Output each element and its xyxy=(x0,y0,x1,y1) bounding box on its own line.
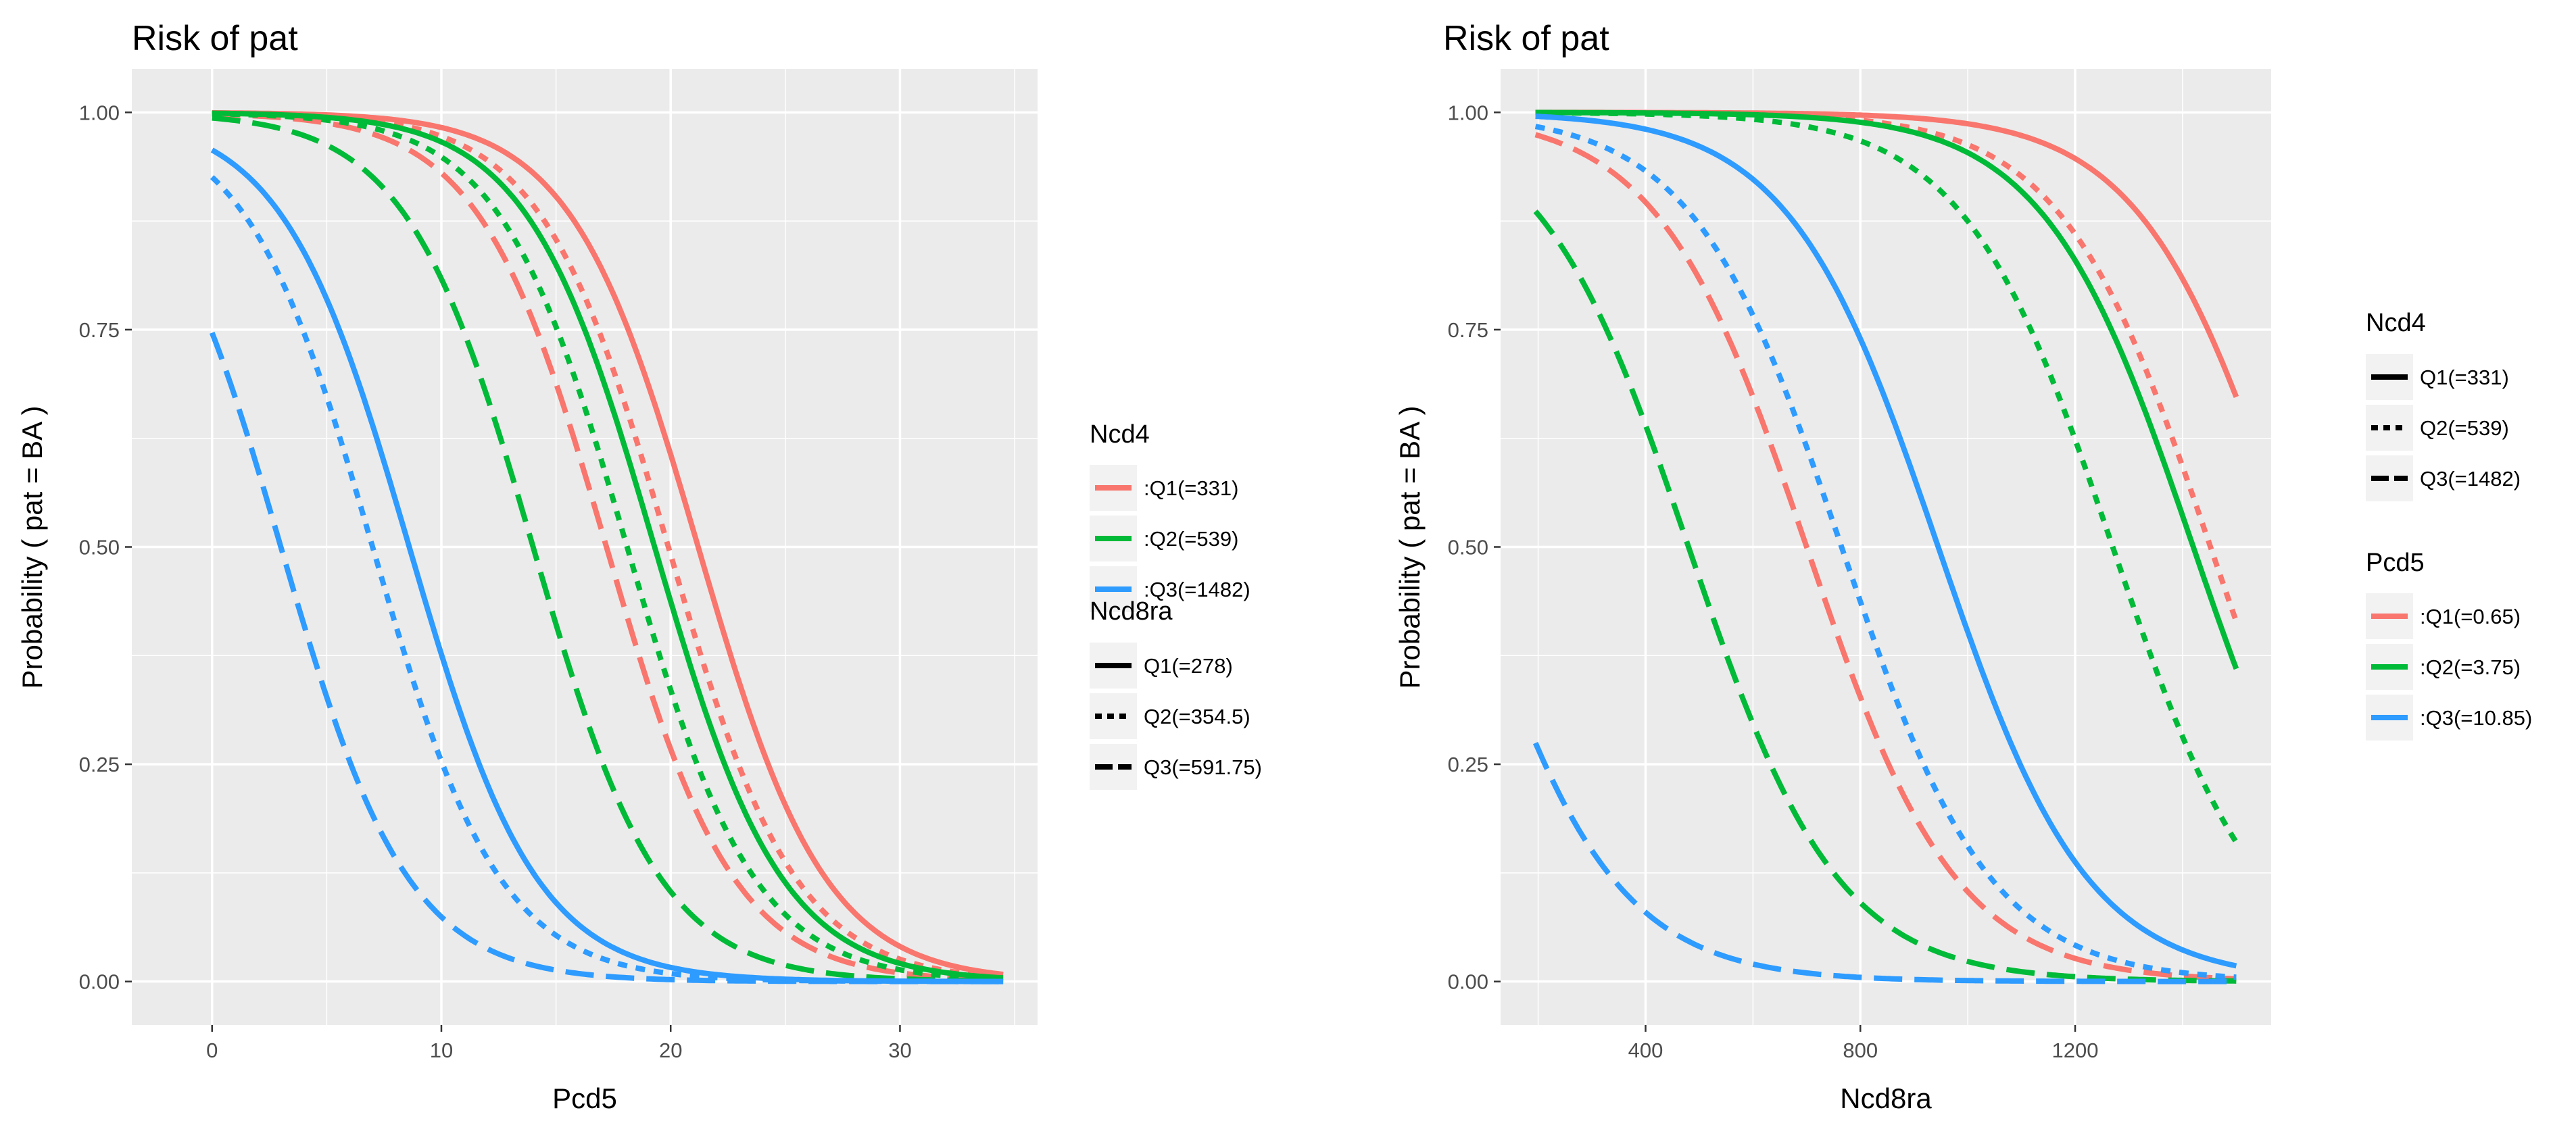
legend-entry-label: Q3(=1482) xyxy=(2420,467,2521,491)
series-line xyxy=(210,175,1004,984)
series-line xyxy=(1535,109,2239,844)
left-x-axis-title: Pcd5 xyxy=(552,1082,617,1114)
series-line xyxy=(212,111,1004,983)
series-line xyxy=(209,331,1004,984)
left-y-axis-title: Probability ( pat = BA ) xyxy=(16,405,48,689)
y-tick-label: 1.00 xyxy=(1448,101,1488,124)
legend-entry-label: Q2(=539) xyxy=(2420,416,2509,440)
right-chart-title: Risk of pat xyxy=(1443,19,1609,58)
x-tick-label: 1200 xyxy=(2052,1039,2099,1062)
legend-entry-label: :Q1(=331) xyxy=(1144,476,1238,500)
chart-left: Risk of pat 0 10 20 30 0.00 0.25 0.50 0.75 1.00… xyxy=(16,19,1262,1114)
legend-title: Ncd8ra xyxy=(1090,597,1173,626)
y-tick-label: 0.00 xyxy=(1448,970,1488,994)
series-line xyxy=(1535,114,2237,969)
series-line xyxy=(212,110,1004,981)
left-series-lines xyxy=(209,109,1004,984)
series-line xyxy=(1532,741,2237,984)
x-tick-label: 30 xyxy=(888,1039,911,1062)
legend-title: Ncd4 xyxy=(1090,420,1150,449)
y-tick-label: 0.25 xyxy=(79,753,120,776)
y-tick-label: 0.00 xyxy=(79,970,120,994)
left-x-axis: 0 10 20 30 xyxy=(206,1025,912,1062)
x-tick-label: 10 xyxy=(430,1039,453,1062)
chart-right: Risk of pat 400 800 1200 0.00 0.25 0.50 0.75 1… xyxy=(1394,19,2532,1114)
legend-entry-label: :Q3(=10.85) xyxy=(2420,706,2532,730)
legend-title: Ncd4 xyxy=(2366,309,2426,337)
y-tick-label: 0.50 xyxy=(79,536,120,559)
series-line xyxy=(1534,132,2237,982)
y-tick-label: 0.75 xyxy=(79,318,120,342)
legend-entry-label: Q3(=591.75) xyxy=(1144,755,1262,779)
y-tick-label: 1.00 xyxy=(79,101,120,124)
right-color-legend: Pcd5 :Q1(=0.65) :Q2(=3.75) :Q3(=10.85) xyxy=(2366,549,2532,741)
legend-entry-label: Q1(=331) xyxy=(2420,366,2509,389)
y-tick-label: 0.25 xyxy=(1448,753,1488,776)
series-line xyxy=(1534,124,2237,980)
x-tick-label: 0 xyxy=(206,1039,218,1062)
x-tick-label: 400 xyxy=(1628,1039,1663,1062)
x-tick-label: 800 xyxy=(1843,1039,1878,1062)
legend-entry-label: Q2(=354.5) xyxy=(1144,705,1250,728)
legend-entry-label: :Q3(=1482) xyxy=(1144,578,1250,601)
legend-entry-label: :Q2(=539) xyxy=(1144,527,1238,551)
legend-title: Pcd5 xyxy=(2366,549,2425,577)
y-tick-label: 0.75 xyxy=(1448,318,1488,342)
left-color-legend: Ncd4 :Q1(=331) :Q2(=539) :Q3(=1482) xyxy=(1090,420,1250,612)
right-y-axis-title: Probability ( pat = BA ) xyxy=(1394,405,1426,689)
right-linetype-legend: Ncd4 Q1(=331) Q2(=539) Q3(=1482) xyxy=(2366,309,2521,501)
right-series-lines xyxy=(1532,109,2239,984)
series-line xyxy=(1533,209,2237,984)
series-line xyxy=(212,111,1004,982)
right-x-axis: 400 800 1200 xyxy=(1628,1025,2099,1062)
right-x-axis-title: Ncd8ra xyxy=(1840,1082,1932,1114)
legend-entry-label: :Q1(=0.65) xyxy=(2420,605,2521,628)
left-linetype-legend: Ncd8ra Q1(=278) Q2(=354.5) Q3(=591.75) xyxy=(1090,597,1262,790)
x-tick-label: 20 xyxy=(659,1039,682,1062)
legend-entry-label: :Q2(=3.75) xyxy=(2420,655,2521,679)
legend-entry-label: Q1(=278) xyxy=(1144,654,1233,678)
y-tick-label: 0.50 xyxy=(1448,536,1488,559)
right-y-axis: 0.00 0.25 0.50 0.75 1.00 xyxy=(1448,101,1501,994)
series-line xyxy=(212,115,1004,984)
left-chart-title: Risk of pat xyxy=(132,19,298,58)
left-y-axis: 0.00 0.25 0.50 0.75 1.00 xyxy=(79,101,132,994)
